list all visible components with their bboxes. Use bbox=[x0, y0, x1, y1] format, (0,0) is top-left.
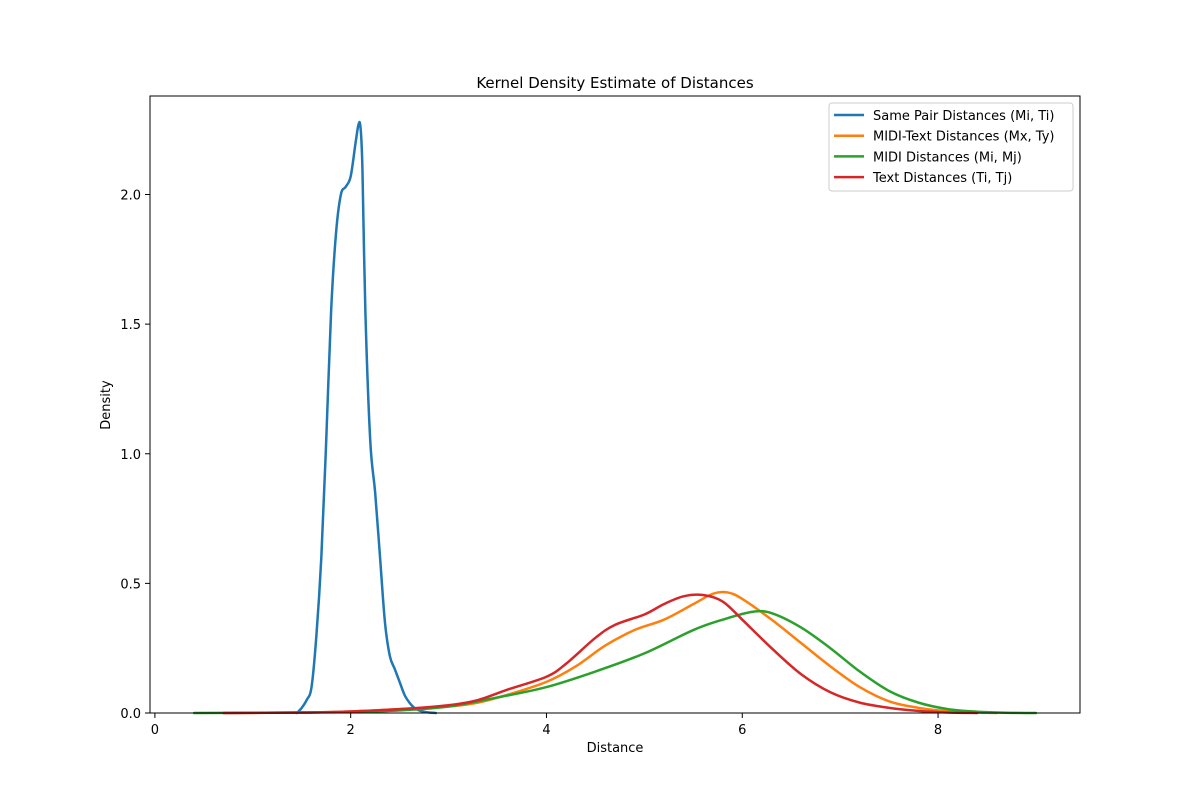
legend-label-2: MIDI-Text Distances (Mx, Ty) bbox=[873, 130, 1055, 145]
y-axis: 0.0 0.5 1.0 1.5 2.0 bbox=[120, 189, 150, 722]
legend-label-1: Same Pair Distances (Mi, Ti) bbox=[873, 109, 1054, 124]
plot-frame bbox=[149, 95, 1081, 714]
x-axis-label: Distance bbox=[587, 741, 644, 756]
y-tick-label: 0.0 bbox=[120, 707, 141, 722]
y-tick-label: 0.5 bbox=[120, 577, 141, 592]
legend-box bbox=[828, 102, 1074, 192]
x-axis: 0 2 4 6 8 bbox=[151, 713, 942, 738]
y-tick-label: 1.0 bbox=[120, 448, 141, 463]
legend-label-3: MIDI Distances (Mi, Mj) bbox=[873, 150, 1022, 165]
series-layer bbox=[192, 120, 1038, 715]
legend-label-4: Text Distances (Ti, Tj) bbox=[872, 171, 1012, 186]
y-tick-label: 1.5 bbox=[120, 318, 141, 333]
legend: Same Pair Distances (Mi, Ti) MIDI-Text Di… bbox=[828, 102, 1074, 192]
y-tick-label: 2.0 bbox=[120, 189, 141, 204]
x-tick-label: 8 bbox=[934, 723, 942, 738]
x-tick-label: 2 bbox=[347, 723, 355, 738]
x-tick-label: 4 bbox=[542, 723, 550, 738]
y-axis-label: Density bbox=[99, 380, 114, 430]
series-line-1 bbox=[295, 120, 438, 715]
x-tick-label: 6 bbox=[738, 723, 746, 738]
chart-title: Kernel Density Estimate of Distances bbox=[476, 74, 754, 92]
series-line-4 bbox=[222, 593, 979, 715]
x-tick-label: 0 bbox=[151, 723, 159, 738]
